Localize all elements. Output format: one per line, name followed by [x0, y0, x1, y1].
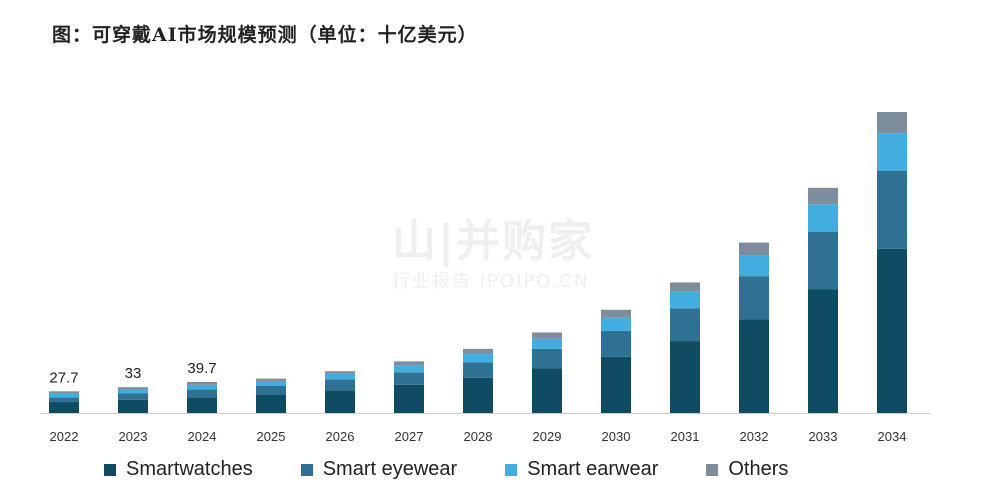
- legend-label-others: Others: [728, 458, 789, 480]
- legend: Smartwatches Smart eyewear Smart earwear…: [104, 458, 836, 481]
- legend-label-smart-eyewear: Smart eyewear: [322, 458, 458, 480]
- bar-segment-smart-earwear-2022: [49, 393, 79, 398]
- bar-segment-smart-earwear-2033: [808, 204, 838, 232]
- bar-segment-smart-eyewear-2028: [463, 362, 493, 378]
- bar-segment-others-2023: [118, 387, 148, 390]
- bar-segment-smartwatches-2026: [325, 390, 355, 413]
- legend-item-others: Others: [706, 458, 788, 481]
- x-tick-label-2030: 2030: [602, 429, 631, 444]
- bar-segment-smartwatches-2034: [877, 248, 907, 413]
- bar-segment-smartwatches-2033: [808, 289, 838, 413]
- labels-group: 2022 27.7 2023 33 2024 39.7 2025 2026 2027 2028 20…: [49, 360, 906, 444]
- x-tick-label-2027: 2027: [395, 429, 424, 444]
- x-tick-label-2034: 2034: [878, 429, 907, 444]
- x-tick-label-2033: 2033: [809, 429, 838, 444]
- legend-label-smartwatches: Smartwatches: [126, 458, 253, 480]
- x-tick-label-2031: 2031: [671, 429, 700, 444]
- bar-segment-others-2025: [256, 378, 286, 381]
- data-label-2024: 39.7: [187, 360, 216, 377]
- bar-segment-smart-eyewear-2027: [394, 372, 424, 385]
- bar-segment-smart-eyewear-2029: [532, 348, 562, 369]
- bar-segment-others-2032: [739, 242, 769, 256]
- data-label-2022: 27.7: [49, 369, 78, 386]
- bar-segment-others-2029: [532, 332, 562, 339]
- bar-segment-smart-earwear-2024: [187, 384, 217, 390]
- bar-segment-others-2028: [463, 348, 493, 354]
- bar-segment-others-2027: [394, 361, 424, 366]
- legend-item-smart-earwear: Smart earwear: [505, 458, 658, 481]
- bar-segment-others-2026: [325, 371, 355, 374]
- legend-swatch-smart-earwear: [505, 463, 518, 476]
- bar-segment-smart-earwear-2030: [601, 317, 631, 331]
- bar-segment-smartwatches-2030: [601, 356, 631, 413]
- bar-segment-others-2022: [49, 391, 79, 394]
- bar-segment-smart-earwear-2029: [532, 338, 562, 349]
- bar-segment-smart-eyewear-2034: [877, 170, 907, 249]
- bar-segment-smart-eyewear-2023: [118, 393, 148, 400]
- bar-segment-smartwatches-2027: [394, 384, 424, 413]
- x-tick-label-2022: 2022: [50, 429, 79, 444]
- bars-group: [49, 112, 907, 413]
- bar-segment-smartwatches-2024: [187, 397, 217, 413]
- bar-segment-smart-eyewear-2024: [187, 389, 217, 398]
- bar-segment-smart-earwear-2025: [256, 380, 286, 386]
- bar-segment-smart-earwear-2027: [394, 365, 424, 373]
- legend-item-smart-eyewear: Smart eyewear: [300, 458, 458, 481]
- x-tick-label-2032: 2032: [740, 429, 769, 444]
- bar-segment-smartwatches-2028: [463, 377, 493, 413]
- bar-segment-smart-eyewear-2032: [739, 276, 769, 320]
- bar-segment-smartwatches-2031: [670, 341, 700, 413]
- bar-segment-smart-eyewear-2030: [601, 330, 631, 357]
- bar-segment-smartwatches-2029: [532, 368, 562, 413]
- bar-segment-smart-eyewear-2025: [256, 385, 286, 395]
- data-label-2023: 33: [125, 365, 142, 382]
- bar-segment-smart-earwear-2032: [739, 255, 769, 277]
- x-tick-label-2024: 2024: [188, 429, 217, 444]
- bar-segment-smart-eyewear-2033: [808, 231, 838, 290]
- legend-item-smartwatches: Smartwatches: [104, 458, 253, 481]
- bar-segment-smartwatches-2032: [739, 319, 769, 413]
- bar-segment-others-2030: [601, 309, 631, 318]
- bar-segment-smart-earwear-2026: [325, 373, 355, 380]
- bar-segment-smart-eyewear-2022: [49, 397, 79, 403]
- x-tick-label-2025: 2025: [257, 429, 286, 444]
- x-tick-label-2028: 2028: [464, 429, 493, 444]
- bar-segment-smartwatches-2022: [49, 402, 79, 413]
- bar-segment-smart-earwear-2028: [463, 353, 493, 363]
- legend-swatch-smartwatches: [104, 463, 116, 476]
- legend-label-smart-earwear: Smart earwear: [527, 458, 659, 480]
- bar-segment-smart-earwear-2031: [670, 291, 700, 309]
- legend-swatch-others: [706, 463, 719, 476]
- bar-segment-others-2034: [877, 112, 907, 134]
- bar-segment-smart-earwear-2023: [118, 389, 148, 394]
- legend-swatch-smart-eyewear: [300, 463, 313, 476]
- page-title: 图：可穿戴AI市场规模预测（单位：十亿美元）: [52, 24, 478, 46]
- bar-segment-smart-earwear-2034: [877, 133, 907, 171]
- bar-segment-others-2033: [808, 187, 838, 205]
- bar-segment-smartwatches-2023: [118, 399, 148, 413]
- bar-segment-others-2024: [187, 381, 217, 385]
- x-tick-label-2023: 2023: [119, 429, 148, 444]
- x-tick-label-2029: 2029: [533, 429, 562, 444]
- bar-segment-smart-eyewear-2031: [670, 308, 700, 342]
- bar-segment-others-2031: [670, 282, 700, 292]
- x-tick-label-2026: 2026: [326, 429, 355, 444]
- bar-segment-smart-eyewear-2026: [325, 379, 355, 391]
- bar-segment-smartwatches-2025: [256, 394, 286, 413]
